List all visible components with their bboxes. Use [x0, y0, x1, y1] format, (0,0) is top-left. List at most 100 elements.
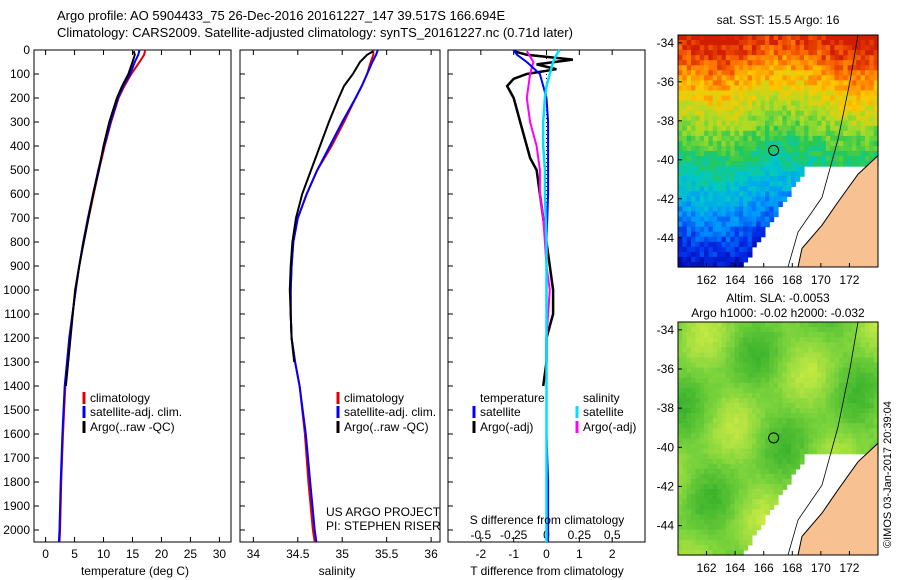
- map-cell: [760, 403, 766, 409]
- map-cell: [686, 392, 692, 399]
- map-cell: [712, 100, 718, 107]
- map-cell: [808, 443, 814, 450]
- map-cell: [812, 408, 818, 414]
- map-cell: [708, 514, 714, 521]
- map-cell: [699, 181, 705, 187]
- map-cell: [869, 347, 875, 353]
- map-cell: [686, 176, 692, 182]
- map-cell: [730, 135, 736, 142]
- map-cell: [834, 80, 840, 86]
- map-cell: [721, 221, 727, 228]
- map-cell: [678, 80, 683, 86]
- map-cell: [682, 256, 688, 263]
- map-cell: [812, 423, 818, 429]
- map-cell: [778, 423, 783, 429]
- map-cell: [691, 468, 696, 475]
- map-cell: [786, 171, 792, 177]
- map-cell: [851, 327, 857, 333]
- map-cell: [708, 166, 714, 172]
- map-cell: [747, 221, 753, 228]
- map-cell: [725, 479, 731, 485]
- map-cell: [678, 474, 683, 480]
- map-cell: [712, 246, 718, 253]
- map-cell: [765, 453, 770, 460]
- map-cell: [830, 40, 836, 46]
- map-cell: [751, 151, 757, 157]
- map-cell: [686, 549, 692, 556]
- map-cell: [786, 418, 792, 424]
- map-cell: [830, 65, 836, 71]
- map-cell: [795, 403, 801, 409]
- map-cell: [834, 382, 840, 389]
- map-cell: [799, 105, 805, 112]
- map-cell: [695, 186, 701, 192]
- map-cell: [765, 387, 770, 394]
- land-mass: [797, 442, 879, 556]
- map-cell: [721, 75, 727, 81]
- map-cell: [695, 256, 701, 263]
- map-cell: [738, 105, 744, 112]
- map-cell: [695, 377, 701, 384]
- map-cell: [778, 362, 783, 369]
- map-cell: [786, 403, 792, 409]
- map-cell: [717, 231, 722, 238]
- map-cell: [765, 75, 770, 81]
- map-cell: [830, 125, 836, 132]
- map-cell: [773, 85, 779, 91]
- y-tick-label: 1100: [4, 307, 30, 321]
- map-cell: [751, 322, 757, 328]
- map-cell: [725, 539, 731, 546]
- map-cell: [708, 529, 714, 536]
- map-cell: [691, 140, 696, 147]
- map-cell: [721, 327, 727, 333]
- map-cell: [847, 413, 853, 419]
- map-cell: [678, 90, 683, 97]
- map-cell: [817, 357, 822, 364]
- map-cell: [847, 80, 853, 86]
- map-cell: [704, 423, 709, 429]
- map-cell: [695, 246, 701, 253]
- map-cell: [708, 135, 714, 142]
- map-cell: [708, 433, 714, 440]
- map-cell: [843, 382, 849, 389]
- map-cell: [743, 181, 749, 187]
- map-cell: [751, 418, 757, 424]
- map-cell: [743, 196, 749, 202]
- map-cell: [795, 337, 801, 343]
- map-cell: [773, 342, 779, 348]
- map-cell: [678, 367, 683, 374]
- map-cell: [686, 408, 692, 414]
- map-cell: [682, 504, 688, 510]
- map-cell: [708, 206, 714, 213]
- map-cell: [821, 40, 827, 46]
- map-cell: [756, 45, 762, 51]
- map-cell: [704, 504, 709, 510]
- map-cell: [686, 398, 692, 404]
- map-cell: [869, 332, 875, 338]
- map-cell: [712, 408, 718, 414]
- map-cell: [808, 80, 814, 86]
- map-cell: [843, 423, 849, 429]
- map-cell: [717, 65, 722, 71]
- map-cell: [765, 458, 770, 465]
- map-cell: [747, 372, 753, 379]
- map-cell: [708, 55, 714, 61]
- map-cell: [795, 372, 801, 379]
- map-cell: [717, 423, 722, 429]
- map-cell: [760, 221, 766, 228]
- map-cell: [708, 120, 714, 127]
- map-cell: [786, 433, 792, 440]
- map-cell: [851, 140, 857, 147]
- y-tick-label: 1700: [3, 451, 30, 465]
- map-cell: [721, 45, 727, 51]
- map-cell: [721, 539, 727, 546]
- map-cell: [782, 45, 788, 51]
- map-cell: [743, 161, 749, 167]
- map-cell: [773, 372, 779, 379]
- map-cell: [747, 337, 753, 343]
- map-cell: [786, 140, 792, 147]
- map-cell: [699, 251, 705, 258]
- map-cell: [682, 115, 688, 122]
- map-cell: [695, 211, 701, 218]
